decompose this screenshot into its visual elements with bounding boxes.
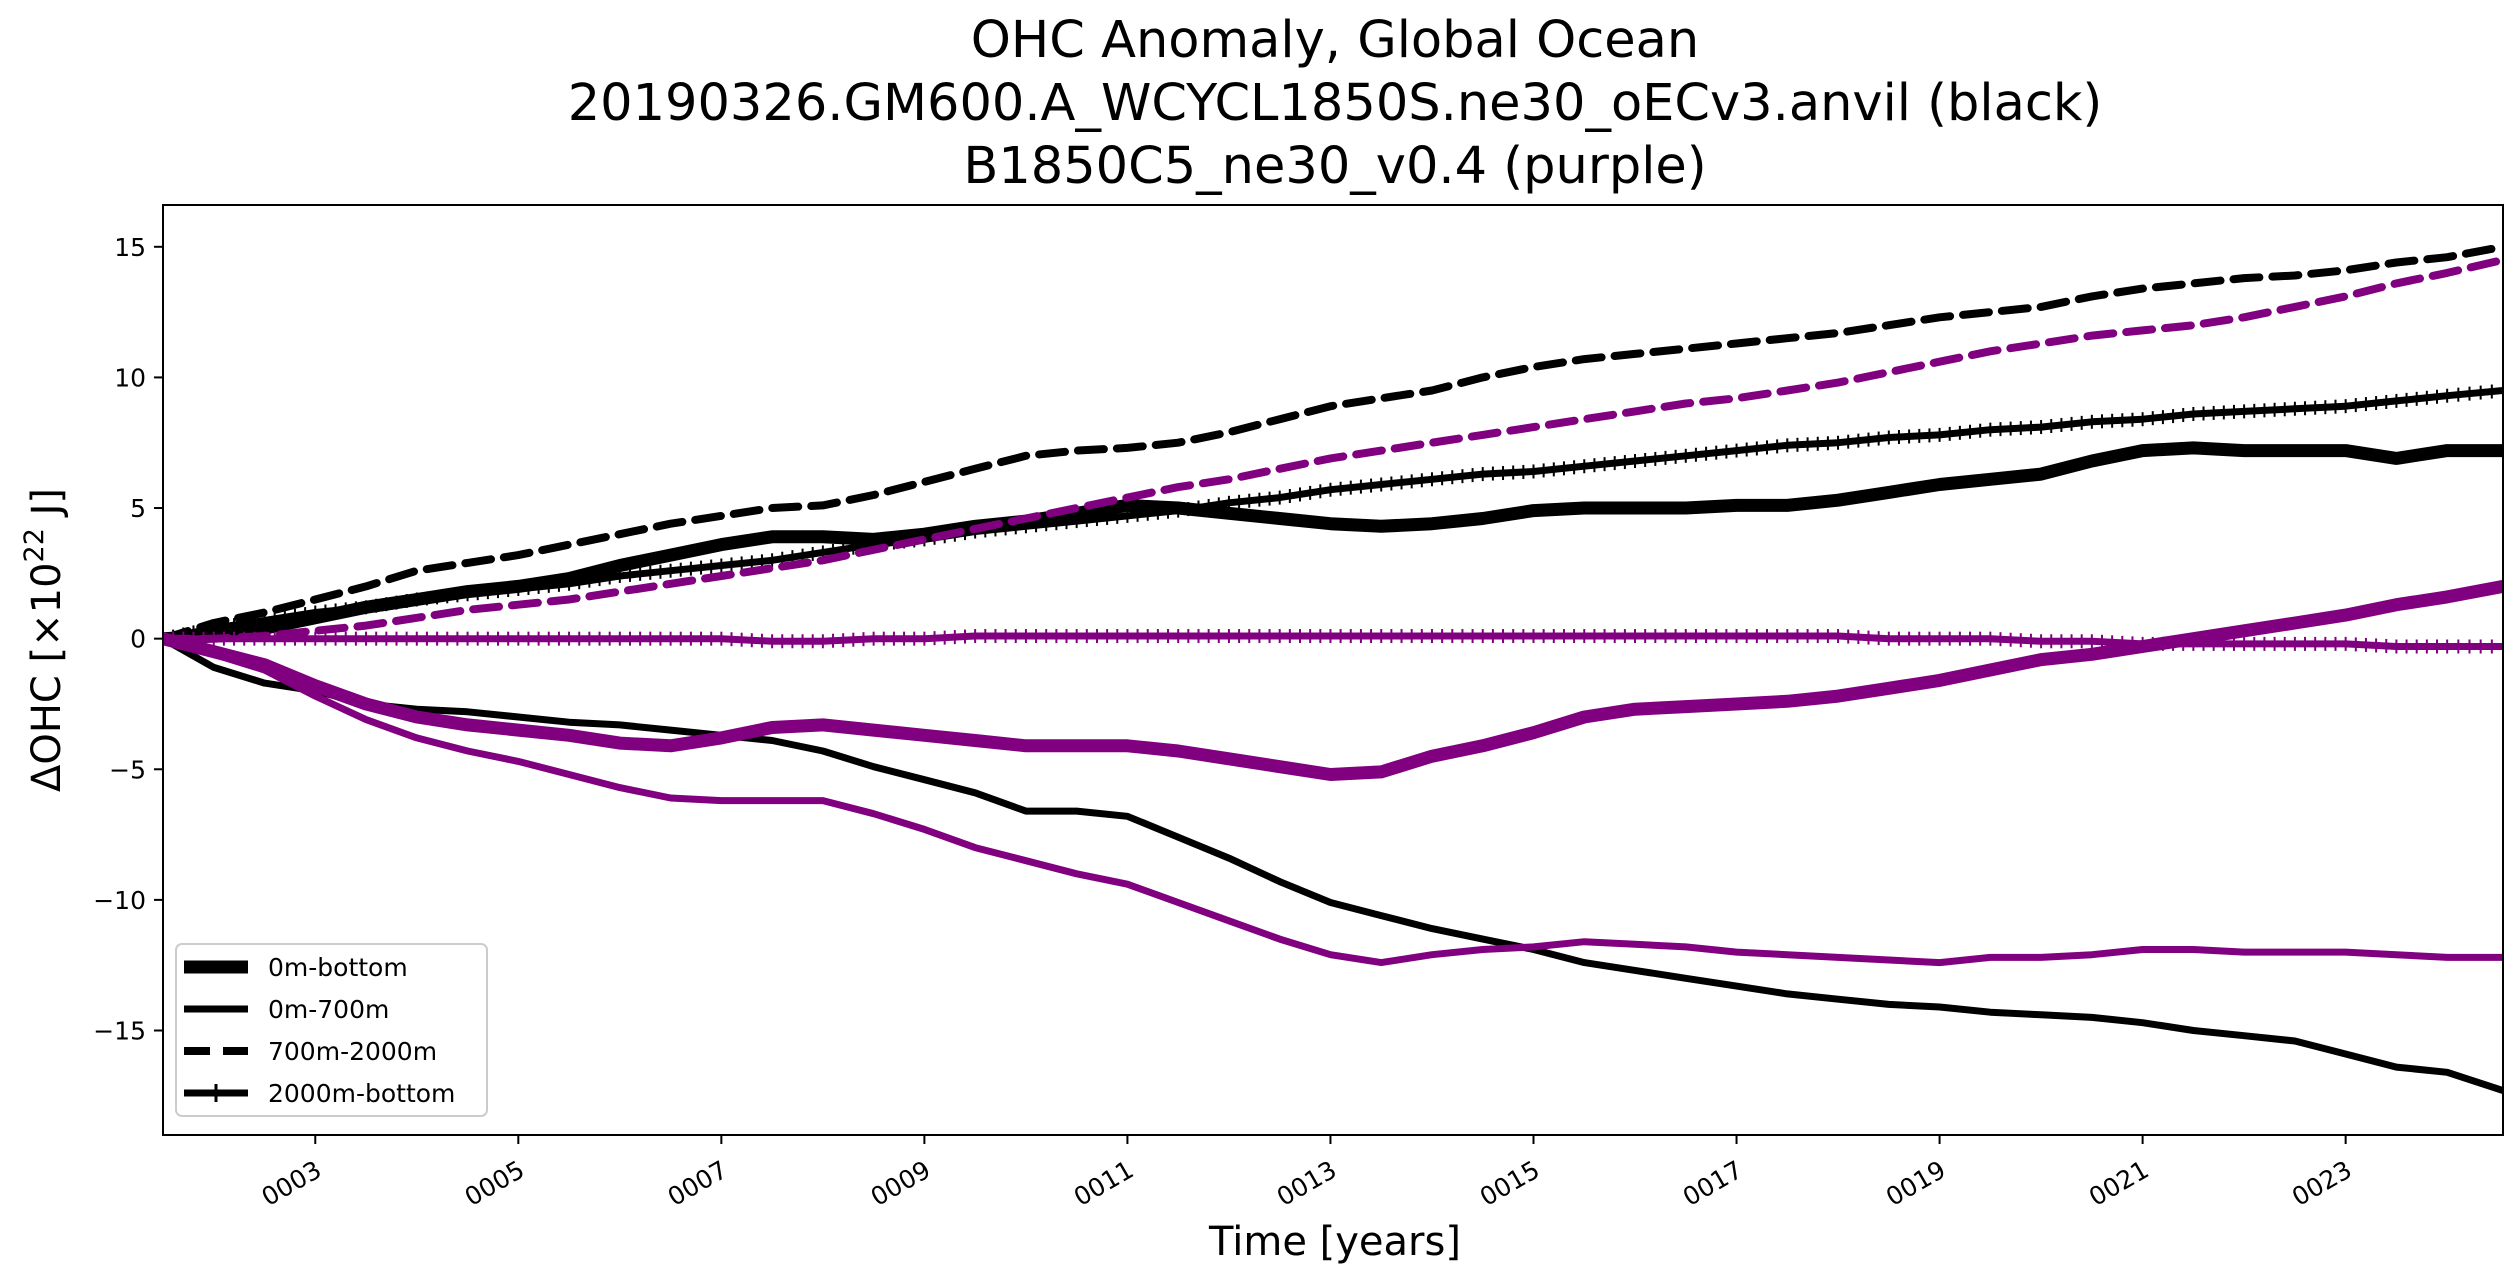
y-tick-label: 15 <box>114 233 146 262</box>
legend-label-700m-2000m: 700m-2000m <box>268 1037 437 1066</box>
series-line-black-700m-2000m <box>163 242 2503 643</box>
legend-frame <box>175 943 488 1117</box>
y-axis-label-main: ΔOHC [×10 <box>24 562 70 792</box>
legend-samples <box>184 960 248 1102</box>
legend-label-2000m-bottom: 2000m-bottom <box>268 1079 455 1108</box>
series-layer <box>163 242 2503 1095</box>
y-tick-label: −10 <box>93 886 146 915</box>
y-axis-label-exponent: 22 <box>19 528 50 562</box>
series-line-black-0m-700m <box>163 635 2503 1095</box>
y-tick-label: 0 <box>130 625 146 654</box>
chart-title-line-3: B1850C5_ne30_v0.4 (purple) <box>963 137 1706 196</box>
y-tick-label: 10 <box>114 363 146 392</box>
y-tick-label: −15 <box>93 1017 146 1046</box>
chart-title-line-1: OHC Anomaly, Global Ocean <box>971 11 1699 70</box>
legend: 0m-bottom 0m-700m 700m-2000m 2000m-botto… <box>175 943 488 1117</box>
y-tick-label: 5 <box>130 494 146 523</box>
series-line-purple-700m-2000m <box>163 255 2503 643</box>
legend-label-0m-bottom: 0m-bottom <box>268 953 408 982</box>
series-line-purple-0m-bottom <box>163 579 2503 781</box>
y-tick-label: −5 <box>109 755 146 784</box>
series-line-black-0m-bottom <box>163 441 2503 646</box>
chart-title-line-2: 20190326.GM600.A_WCYCL1850S.ne30_oECv3.a… <box>568 74 2103 133</box>
y-axis-label-unit: J] <box>24 488 70 528</box>
series-markers-purple-2000m-bottom <box>163 629 2493 654</box>
series-markers-black-2000m-bottom <box>163 384 2493 646</box>
x-axis-label: Time [years] <box>1208 1219 1461 1265</box>
y-axis-label: ΔOHC [×1022 J] <box>19 488 70 792</box>
axes-frame <box>162 204 2504 1136</box>
legend-label-0m-700m: 0m-700m <box>268 995 389 1024</box>
series-line-purple-0m-700m <box>163 635 2503 967</box>
